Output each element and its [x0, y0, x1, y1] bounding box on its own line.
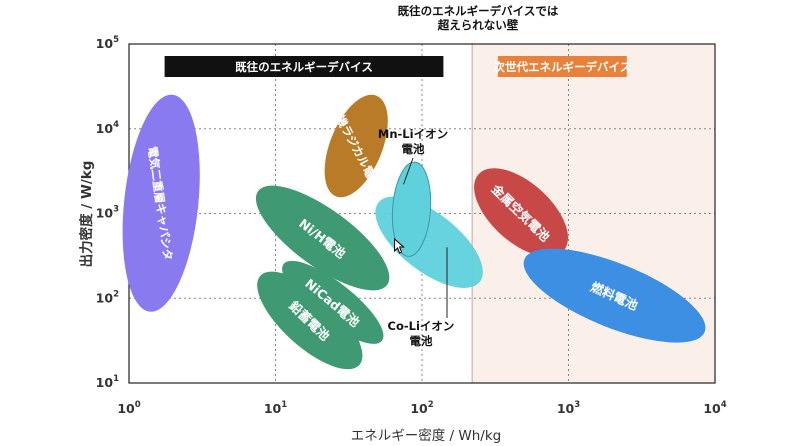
- y-tick-label: 102: [96, 289, 119, 305]
- mn-li-ion-leader-line: [403, 157, 414, 185]
- series-blob-2: [255, 185, 390, 291]
- x-tick-label: 102: [410, 400, 433, 416]
- x-tick-labels: 100 101 102 103 104: [117, 400, 726, 416]
- co-li-ion-label-line2: 電池: [410, 334, 433, 348]
- series-blob-0: [122, 94, 200, 312]
- co-li-ion-label-line1: Co-Liイオン: [388, 319, 455, 333]
- series-blob-5: [391, 161, 432, 257]
- y-axis-label: 出力密度 / W/kg: [78, 161, 95, 268]
- y-tick-label: 104: [96, 120, 119, 136]
- series-blob-7: [474, 168, 568, 257]
- device-blobs: [122, 94, 706, 370]
- grid-lines: [129, 44, 715, 383]
- chart-title-line2: 超えられない壁: [437, 18, 519, 32]
- x-tick-label: 100: [117, 400, 140, 416]
- existing-devices-banner-label: 既往のエネルギーデバイス: [235, 60, 373, 74]
- x-tick-label: 103: [557, 400, 580, 416]
- x-tick-label: 101: [264, 400, 287, 416]
- x-tick-label: 104: [703, 400, 726, 416]
- mn-li-ion-label-line2: 電池: [402, 142, 425, 156]
- series-blob-1: [324, 94, 388, 198]
- next-gen-devices-banner: [497, 56, 627, 77]
- y-tick-label: 103: [96, 205, 119, 221]
- y-tick-label: 105: [96, 35, 119, 51]
- series-blob-8: [523, 248, 706, 343]
- chart-title-line1: 既往のエネルギーデバイスでは: [398, 4, 559, 18]
- series-blob-4: [257, 271, 363, 370]
- existing-devices-banner: [164, 56, 444, 77]
- mn-li-ion-label-line1: Mn-Liイオン: [378, 127, 448, 141]
- y-tick-labels: 101 102 103 104 105: [96, 35, 119, 390]
- x-axis-label: エネルギー密度 / Wh/kg: [351, 427, 501, 444]
- next-gen-devices-banner-label: 次世代エネルギーデバイス: [494, 60, 632, 74]
- mouse-cursor-icon: [394, 237, 405, 254]
- y-tick-label: 101: [96, 374, 119, 390]
- series-blob-3: [282, 260, 384, 344]
